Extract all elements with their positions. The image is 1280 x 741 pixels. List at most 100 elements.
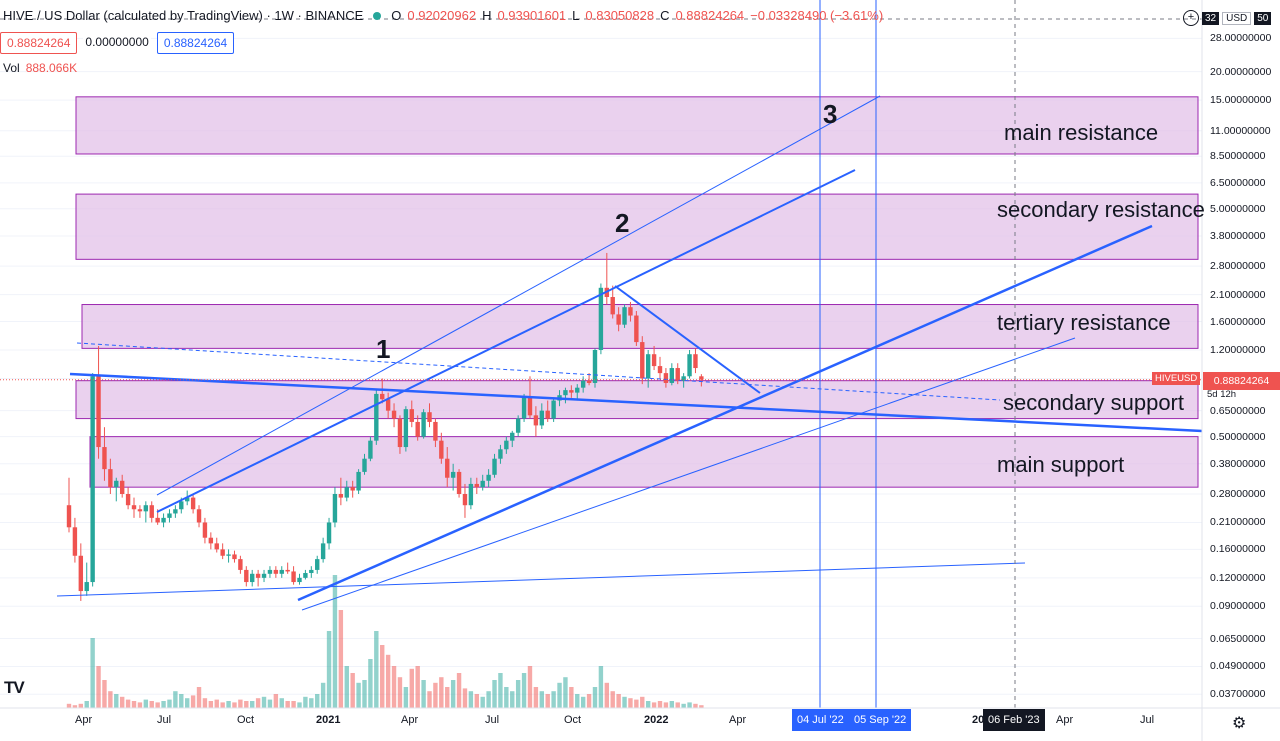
candle	[214, 543, 219, 550]
volume-bar	[320, 682, 326, 708]
volume-legend[interactable]: Vol 888.066K	[3, 61, 77, 75]
volume-bar	[403, 687, 409, 708]
zone-main-support	[89, 436, 1199, 488]
candle	[309, 569, 314, 574]
candle	[663, 373, 669, 383]
volume-bar	[681, 703, 686, 708]
y-tick-label: 0.65000000	[1210, 404, 1266, 417]
volume-bar	[610, 691, 615, 708]
candle	[238, 559, 243, 570]
parallel-line	[301, 337, 1076, 611]
channel-lower-line	[156, 169, 856, 513]
volume-bar	[439, 677, 444, 708]
y-tick-label: 28.00000000	[1210, 32, 1272, 45]
volume-bar	[657, 701, 663, 708]
candle	[468, 483, 474, 506]
candle	[303, 573, 308, 578]
volume-bar	[119, 696, 125, 708]
symbol-legend[interactable]: HIVE / US Dollar (calculated by TradingV…	[3, 8, 883, 23]
volume-bar	[456, 673, 462, 708]
volume-bar	[291, 701, 296, 708]
volume-bar	[84, 701, 89, 708]
candle	[545, 410, 550, 419]
candle	[250, 573, 255, 583]
volume-bar	[173, 691, 178, 708]
candle	[462, 494, 468, 506]
gear-icon[interactable]: ⚙	[1232, 715, 1247, 732]
volume-bar	[669, 701, 675, 708]
volume-bar	[563, 677, 568, 708]
volume-bar	[551, 691, 556, 708]
x-tick: 2021	[316, 714, 341, 726]
tradingview-logo-icon[interactable]: TV	[4, 678, 25, 697]
candle	[226, 554, 231, 556]
y-tick-label: 0.12000000	[1210, 571, 1266, 584]
volume-bar	[645, 701, 651, 708]
volume-bar	[96, 666, 101, 708]
y-tick-label: 8.50000000	[1210, 150, 1266, 163]
volume-bar	[445, 687, 450, 708]
volume-bar	[539, 691, 544, 708]
candle	[456, 471, 462, 494]
x-tick: Apr	[401, 714, 419, 726]
volume-bar	[616, 694, 621, 708]
candle	[651, 354, 657, 367]
y-tick-label: 6.50000000	[1210, 176, 1266, 189]
volume-bar	[273, 694, 279, 708]
volume-bar	[687, 702, 692, 708]
low-value: 0.83050828	[585, 8, 655, 23]
volume-bar	[640, 696, 645, 708]
candle	[350, 487, 355, 491]
zone-label-main-resistance: main resistance	[1004, 120, 1159, 145]
x-tick: Jul	[157, 714, 172, 726]
candle	[380, 393, 385, 400]
symbol-title[interactable]: HIVE / US Dollar (calculated by TradingV…	[3, 8, 364, 23]
sell-price-box[interactable]: 0.88824264	[0, 32, 78, 54]
volume-bar	[498, 673, 503, 708]
volume-bar	[72, 705, 78, 708]
price-boxes: 0.88824264 0.00000000 0.88824264	[0, 32, 235, 54]
candle	[439, 440, 444, 459]
high-value: 0.93901601	[497, 8, 567, 23]
candle	[421, 412, 426, 437]
candle	[232, 554, 237, 560]
scale-right-value: 50	[1254, 11, 1272, 25]
channel-upper-line	[156, 95, 881, 496]
wave-label-2: 2	[615, 208, 630, 238]
volume-bar	[255, 698, 261, 708]
candle	[681, 376, 686, 381]
candle	[645, 354, 651, 379]
candle	[220, 549, 225, 556]
candle	[297, 577, 302, 583]
date-marker-feb-23: 06 Feb '23	[983, 709, 1045, 731]
volume-bar	[309, 698, 314, 708]
candle	[149, 505, 154, 518]
candle	[72, 527, 78, 556]
volume-bar	[604, 682, 610, 708]
volume-bar	[391, 666, 397, 708]
volume-bar	[628, 698, 633, 708]
volume-bar	[622, 696, 627, 708]
candle	[527, 396, 533, 416]
change-value: −0.03328490 (−3.61%)	[750, 8, 884, 23]
volume-bar	[598, 666, 604, 708]
candle	[580, 380, 586, 388]
candle	[173, 509, 178, 514]
volume-bar	[462, 688, 468, 708]
x-tick: Jul	[485, 714, 500, 726]
candle	[397, 418, 403, 448]
scale-left-value: 32	[1202, 11, 1220, 25]
candle	[244, 569, 249, 583]
candle	[669, 368, 675, 383]
currency-selector[interactable]: USD	[1222, 11, 1252, 25]
add-icon[interactable]: +	[1183, 10, 1199, 26]
buy-price-box[interactable]: 0.88824264	[156, 32, 235, 54]
volume-bar	[699, 705, 704, 708]
candle	[114, 480, 119, 488]
volume-bar	[338, 610, 344, 708]
last-price-tag: 0.88824264	[1203, 372, 1280, 390]
zone-main-resistance	[75, 96, 1199, 155]
volume-bar	[504, 687, 509, 708]
